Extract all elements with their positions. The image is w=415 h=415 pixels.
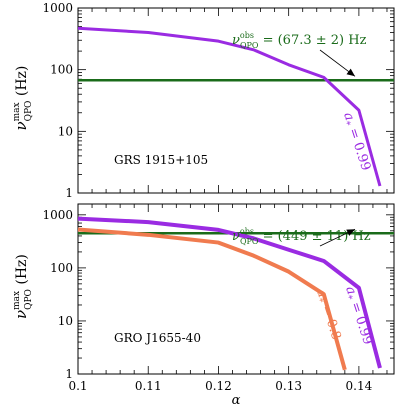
x-axis-label: α xyxy=(232,393,241,408)
series-label-1: a* = 0.99 xyxy=(340,285,375,348)
series-line-2 xyxy=(77,227,347,371)
y-tick-label: 1000 xyxy=(42,208,73,222)
series-line-1 xyxy=(77,26,382,187)
annotation-arrowhead xyxy=(346,68,355,77)
y-tick-label: 10 xyxy=(58,314,73,328)
y-tick-label: 1000 xyxy=(42,1,73,15)
source-label: GRO J1655-40 xyxy=(114,331,201,345)
y-tick-label: 1 xyxy=(65,367,73,381)
y-tick-label: 10 xyxy=(58,124,73,138)
x-tick-label: 0.12 xyxy=(205,379,232,393)
observed-frequency-label: νobs QPO = (67.3 ± 2) Hz xyxy=(232,31,367,50)
plot-frame-1 xyxy=(77,7,395,194)
observed-frequency-label: νobs QPO = (449 ± 11) Hz xyxy=(232,227,371,246)
y-axis-label: νmax QPO (Hz) xyxy=(12,66,34,131)
y-tick-label: 100 xyxy=(50,63,73,77)
y-axis-label: νmax QPO (Hz) xyxy=(12,254,34,319)
source-label: GRS 1915+105 xyxy=(114,153,208,167)
x-tick-label: 0.14 xyxy=(346,379,373,393)
x-tick-label: 0.1 xyxy=(68,379,87,393)
y-tick-label: 1 xyxy=(65,186,73,200)
series-label-2: a* = 0.8 xyxy=(311,288,343,343)
annotation-arrowhead xyxy=(346,229,355,236)
y-tick-label: 100 xyxy=(50,261,73,275)
series-line-1 xyxy=(77,216,382,369)
x-tick-label: 0.13 xyxy=(275,379,302,393)
x-tick-label: 0.11 xyxy=(135,379,162,393)
